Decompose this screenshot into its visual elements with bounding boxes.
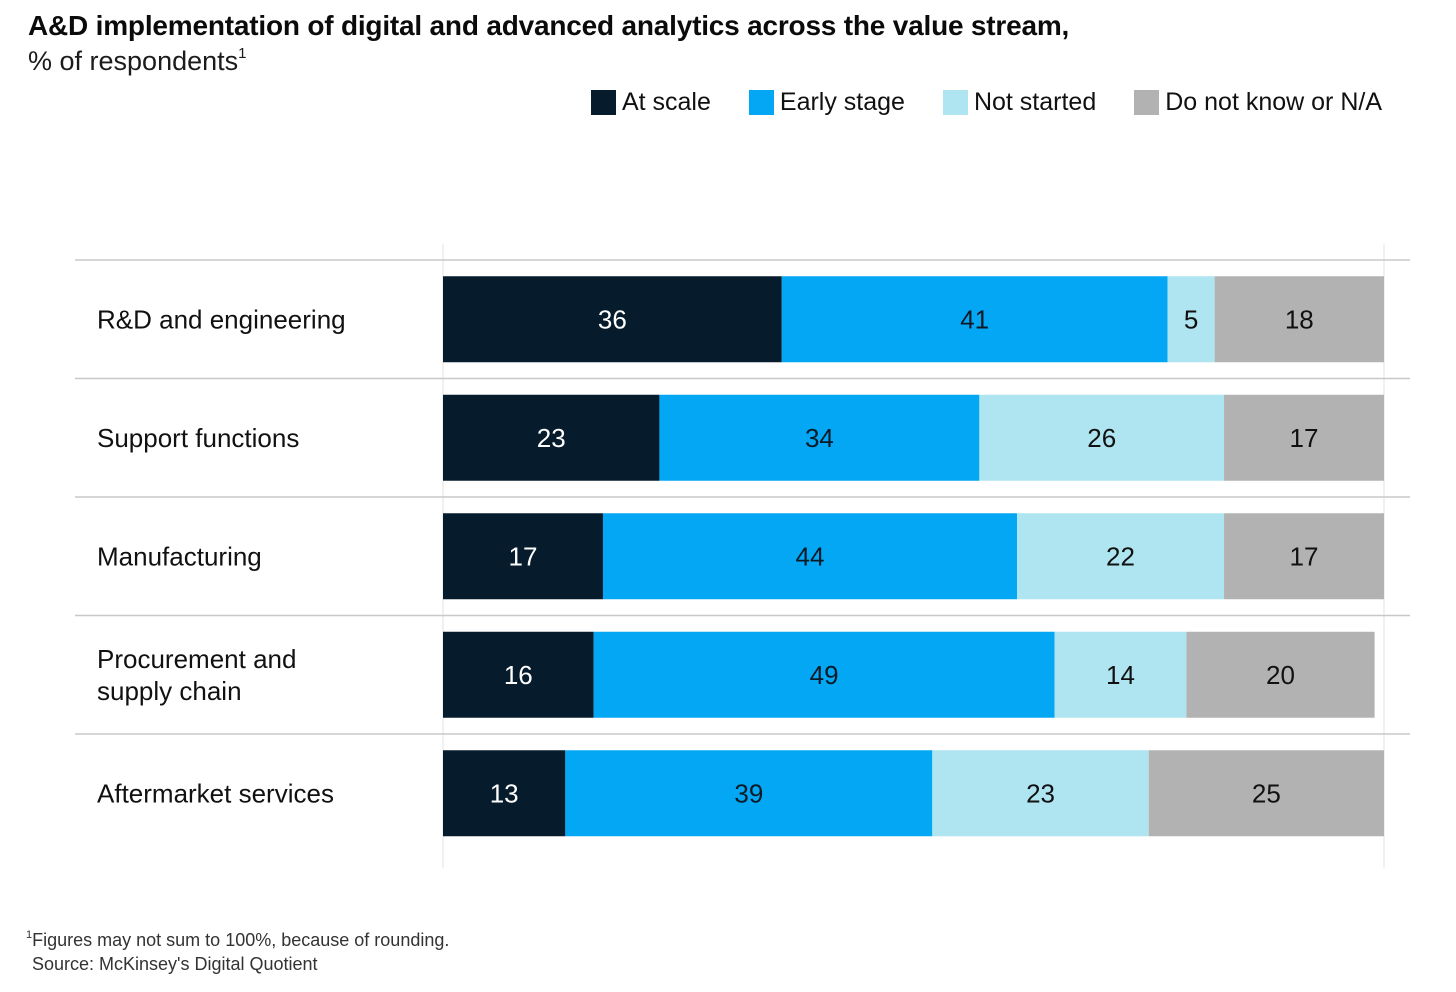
legend-label-early-stage: Early stage bbox=[779, 88, 905, 116]
bar-segment bbox=[1186, 631, 1375, 718]
bar-segment bbox=[1167, 276, 1215, 363]
data-label: 34 bbox=[805, 423, 834, 453]
legend-item-early-stage: Early stage bbox=[748, 88, 905, 117]
data-label: 22 bbox=[1106, 541, 1135, 571]
source-text: Source: McKinsey's Digital Quotient bbox=[32, 954, 318, 974]
data-label: 26 bbox=[1087, 423, 1116, 453]
data-label: 17 bbox=[1290, 423, 1319, 453]
bar-segment bbox=[979, 394, 1225, 481]
legend-item-not-started: Not started bbox=[942, 88, 1097, 117]
bar-segment bbox=[781, 276, 1168, 363]
legend-label-at-scale: At scale bbox=[621, 88, 711, 116]
bar-segment bbox=[1054, 631, 1187, 718]
subtitle-text: % of respondents bbox=[28, 46, 239, 76]
category-label: Manufacturing bbox=[97, 541, 262, 571]
category-label: Aftermarket services bbox=[97, 778, 334, 808]
data-label: 41 bbox=[960, 304, 989, 334]
bar-segment bbox=[443, 631, 594, 718]
bar-segment bbox=[443, 750, 566, 837]
data-label: 39 bbox=[734, 778, 763, 808]
data-label: 17 bbox=[1290, 541, 1319, 571]
data-label: 14 bbox=[1106, 660, 1135, 690]
legend-swatch-at-scale bbox=[590, 90, 616, 115]
legend-swatch-early-stage bbox=[748, 90, 774, 115]
legend-item-do-not-know: Do not know or N/A bbox=[1134, 88, 1382, 117]
data-label: 5 bbox=[1184, 304, 1198, 334]
data-label: 16 bbox=[504, 660, 533, 690]
data-label: 23 bbox=[537, 423, 566, 453]
bar-segment bbox=[443, 394, 660, 481]
bar-segment bbox=[593, 631, 1055, 718]
footnote-text: Figures may not sum to 100%, because of … bbox=[32, 930, 450, 950]
bar-segment bbox=[1148, 750, 1384, 837]
bar-segment bbox=[443, 513, 603, 600]
chart-legend: At scale Early stage Not started Do not … bbox=[553, 88, 1382, 117]
data-label: 18 bbox=[1285, 304, 1314, 334]
bar-segment bbox=[1017, 513, 1225, 600]
data-label: 44 bbox=[796, 541, 825, 571]
data-label: 17 bbox=[509, 541, 538, 571]
bar-segment bbox=[565, 750, 933, 837]
legend-item-at-scale: At scale bbox=[590, 88, 711, 117]
footnote-mark: 1 bbox=[26, 929, 33, 941]
legend-label-not-started: Not started bbox=[973, 88, 1097, 116]
legend-swatch-not-started bbox=[942, 90, 968, 115]
bar-segment bbox=[659, 394, 980, 481]
bar-segment bbox=[1224, 394, 1384, 481]
chart-subtitle: % of respondents1 bbox=[28, 45, 247, 77]
category-label: Support functions bbox=[97, 423, 299, 453]
bar-segment bbox=[932, 750, 1149, 837]
data-label: 23 bbox=[1026, 778, 1055, 808]
chart-footnote: 1Figures may not sum to 100%, because of… bbox=[26, 924, 449, 976]
category-label: Procurement and supply chain bbox=[97, 644, 296, 706]
footnote-line: 1Figures may not sum to 100%, because of… bbox=[26, 929, 450, 950]
subtitle-footnote-mark: 1 bbox=[238, 45, 247, 62]
bar-segment bbox=[1214, 276, 1384, 363]
data-label: 20 bbox=[1266, 660, 1295, 690]
bar-segment bbox=[602, 513, 1018, 600]
data-label: 13 bbox=[490, 778, 519, 808]
data-label: 25 bbox=[1252, 778, 1281, 808]
legend-swatch-do-not-know bbox=[1134, 90, 1160, 115]
bar-segment bbox=[443, 276, 782, 363]
legend-label-do-not-know: Do not know or N/A bbox=[1165, 88, 1382, 116]
data-label: 49 bbox=[810, 660, 839, 690]
data-label: 36 bbox=[598, 304, 627, 334]
chart-title: A&D implementation of digital and advanc… bbox=[28, 10, 1070, 41]
category-label: R&D and engineering bbox=[97, 304, 346, 334]
bar-segment bbox=[1224, 513, 1384, 600]
